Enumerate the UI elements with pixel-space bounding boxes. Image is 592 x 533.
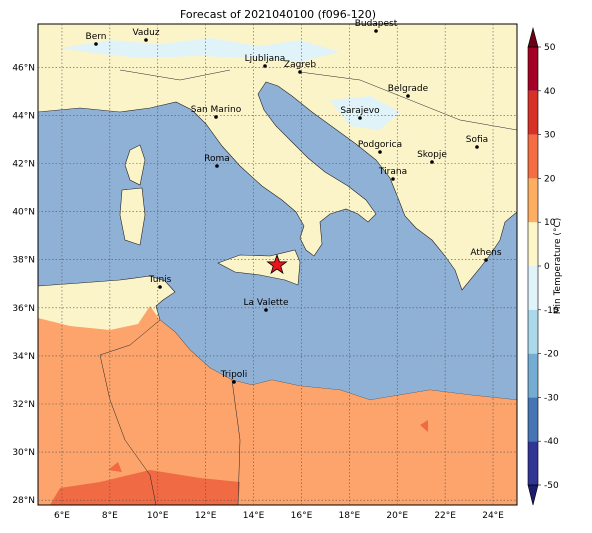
city-dot (378, 150, 382, 154)
lon-tick-label: 8°E (102, 511, 118, 521)
balkan-cold (330, 96, 400, 130)
city-dot (158, 285, 162, 289)
colorbar-segment (528, 353, 538, 398)
city-dot (475, 145, 479, 149)
colorbar-tick-label: 0 (544, 262, 550, 272)
city-label: Athens (470, 248, 501, 258)
city-label: La Valette (244, 298, 289, 308)
city-label: Ljubljana (245, 54, 286, 64)
colorbar-segment (528, 266, 538, 310)
lat-tick-label: 30°N (12, 448, 35, 458)
city-dot (215, 164, 219, 168)
colorbar-tick-label: -40 (544, 437, 559, 447)
lat-tick-label: 40°N (12, 208, 35, 218)
city-label: Tripoli (220, 370, 248, 380)
colorbar-tick-label: 10 (544, 218, 556, 228)
africa-hot (50, 470, 240, 505)
city-dot (358, 116, 362, 120)
city-dot (298, 70, 302, 74)
location-star (266, 253, 288, 275)
sicily (217, 249, 301, 286)
lon-tick-label: 20°E (386, 511, 408, 521)
lon-tick-label: 16°E (291, 511, 313, 521)
city-label: Skopje (417, 150, 447, 160)
colorbar-tick-label: -30 (544, 393, 559, 403)
city-label: Tunis (148, 275, 172, 285)
colorbar-tick-label: 20 (544, 174, 556, 184)
colorbar-label: Min Temperature (°C) (553, 218, 563, 315)
lat-tick-label: 44°N (12, 111, 35, 121)
colorbar-segment (528, 90, 538, 135)
city-label: Belgrade (388, 84, 429, 94)
city-dot (94, 42, 98, 46)
colorbar-tick-label: -10 (544, 306, 559, 316)
city-dot (214, 115, 218, 119)
corsica (124, 144, 146, 186)
city-label: Vaduz (132, 28, 159, 38)
colorbar-segment (528, 309, 538, 354)
lon-tick-label: 22°E (434, 511, 456, 521)
colorbar-under (527, 484, 539, 506)
colorbar-over (527, 26, 539, 48)
title: Forecast of 2021040100 (f096-120) (180, 8, 376, 21)
colorbar-tick-label: 50 (544, 43, 556, 53)
colorbar-segment (528, 134, 538, 179)
colorbar-tick-label: 30 (544, 131, 556, 141)
city-dot (484, 258, 488, 262)
city-dot (406, 94, 410, 98)
colorbar-segment (528, 222, 538, 266)
colorbar-segment (528, 47, 538, 91)
lat-tick-label: 36°N (12, 304, 35, 314)
lon-tick-label: 12°E (195, 511, 217, 521)
city-label: Sofia (466, 135, 488, 145)
colorbar-tick-label: -50 (544, 481, 559, 491)
city-label: Tirana (378, 167, 407, 177)
city-dot (391, 177, 395, 181)
map-frame (37, 23, 518, 506)
sardinia (119, 187, 146, 246)
city-label: Bern (86, 32, 107, 42)
lat-tick-label: 34°N (12, 352, 35, 362)
colorbar-tick-label: -20 (544, 350, 559, 360)
lon-tick-label: 18°E (339, 511, 361, 521)
city-label: Zagreb (284, 60, 316, 70)
lat-tick-label: 28°N (12, 496, 35, 506)
colorbar-segment (528, 441, 538, 485)
city-dot (430, 160, 434, 164)
lon-tick-label: 6°E (54, 511, 70, 521)
city-dot (264, 308, 268, 312)
lon-tick-label: 10°E (147, 511, 169, 521)
city-label: Roma (204, 154, 230, 164)
city-dot (263, 64, 267, 68)
colorbar-segment (528, 178, 538, 223)
lat-tick-label: 32°N (12, 400, 35, 410)
lon-tick-label: 14°E (243, 511, 265, 521)
lat-tick-label: 42°N (12, 159, 35, 169)
lat-tick-label: 38°N (12, 256, 35, 266)
city-dot (232, 380, 236, 384)
lat-tick-label: 46°N (12, 63, 35, 73)
city-label: Podgorica (358, 140, 402, 150)
colorbar-segment (528, 397, 538, 442)
city-label: Sarajevo (340, 106, 380, 116)
lon-tick-label: 24°E (482, 511, 504, 521)
colorbar-tick-label: 40 (544, 87, 556, 97)
city-dot (144, 38, 148, 42)
city-label: Budapest (355, 19, 398, 29)
city-label: San Marino (191, 105, 242, 115)
alps-cold (60, 38, 340, 62)
city-dot (374, 29, 378, 33)
